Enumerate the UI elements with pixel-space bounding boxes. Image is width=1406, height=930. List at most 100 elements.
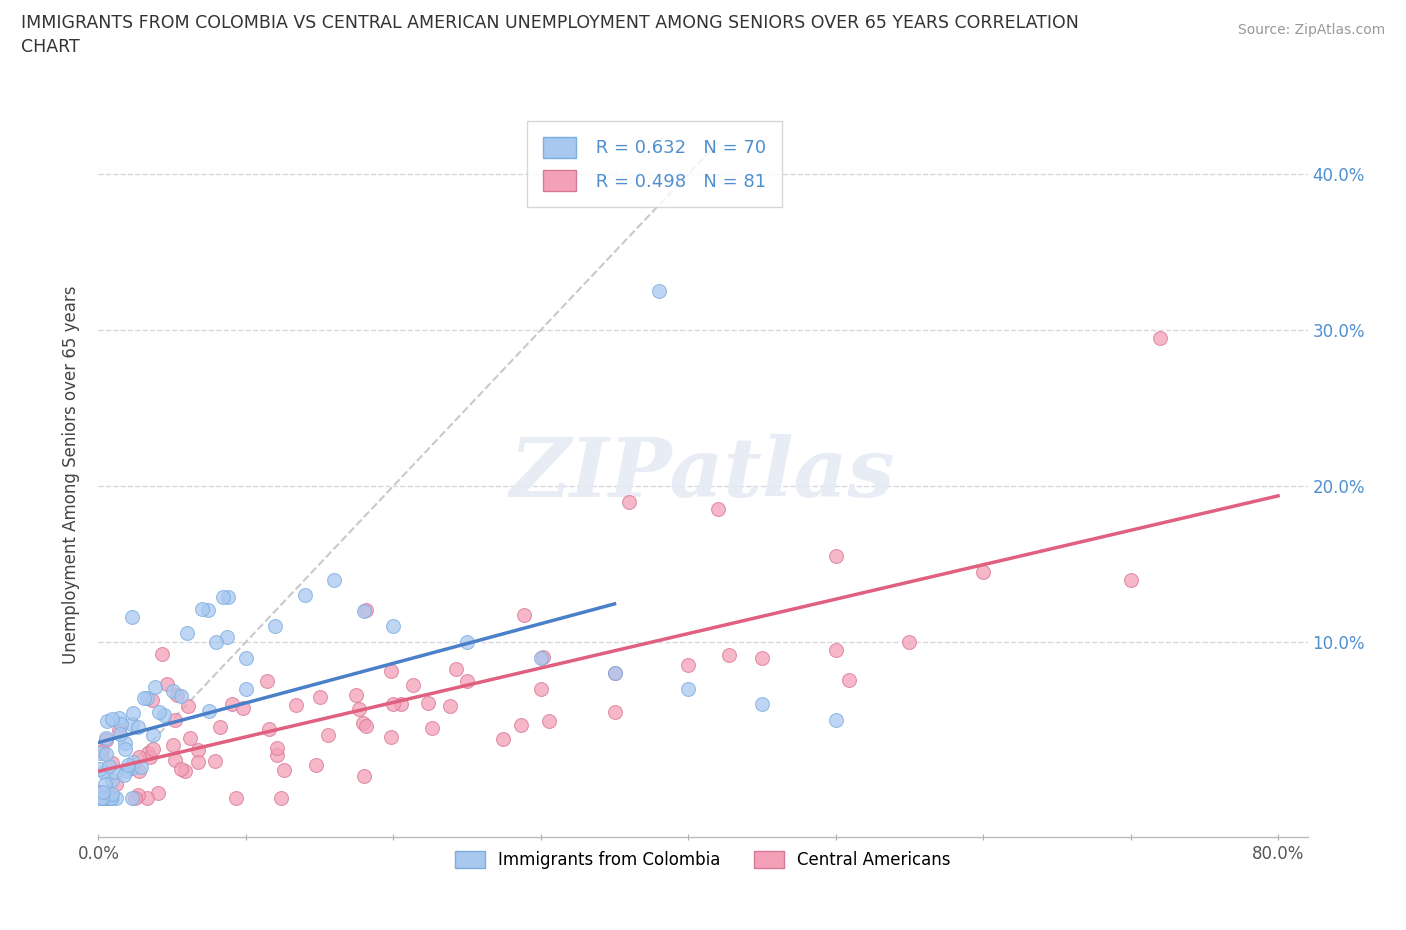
Point: [89, 762, 111, 777]
Point: [115, 764, 138, 778]
Point: [225, 790, 247, 805]
Point: [187, 743, 209, 758]
Point: [96, 714, 118, 729]
Point: [538, 713, 561, 728]
Point: [198, 704, 221, 719]
Point: [444, 661, 467, 676]
Point: [751, 697, 773, 711]
Point: [382, 619, 405, 634]
Point: [530, 650, 553, 665]
Point: [603, 666, 626, 681]
Point: [129, 760, 152, 775]
Point: [142, 741, 165, 756]
Point: [121, 609, 143, 624]
Point: [191, 602, 214, 617]
Point: [127, 788, 149, 803]
Point: [898, 634, 921, 649]
Point: [678, 682, 700, 697]
Point: [380, 730, 402, 745]
Point: [273, 763, 295, 777]
Point: [136, 746, 159, 761]
Point: [603, 705, 626, 720]
Point: [352, 716, 374, 731]
Point: [344, 687, 367, 702]
Point: [128, 764, 150, 778]
Point: [353, 768, 375, 783]
Y-axis label: Unemployment Among Seniors over 65 years: Unemployment Among Seniors over 65 years: [62, 286, 80, 663]
Point: [93, 764, 115, 779]
Point: [101, 773, 124, 788]
Point: [603, 666, 626, 681]
Point: [142, 727, 165, 742]
Point: [717, 647, 740, 662]
Point: [132, 690, 155, 705]
Point: [235, 682, 257, 697]
Point: [122, 754, 145, 769]
Point: [100, 755, 122, 770]
Point: [305, 758, 328, 773]
Point: [94, 732, 117, 747]
Point: [211, 590, 233, 604]
Point: [170, 762, 193, 777]
Point: [141, 692, 163, 707]
Point: [90, 744, 112, 759]
Point: [256, 674, 278, 689]
Point: [173, 764, 195, 778]
Point: [1119, 572, 1142, 587]
Point: [110, 716, 132, 731]
Point: [101, 711, 124, 726]
Point: [100, 790, 122, 805]
Point: [124, 790, 146, 805]
Point: [91, 785, 114, 800]
Point: [121, 761, 143, 776]
Point: [146, 786, 169, 801]
Point: [824, 549, 846, 564]
Point: [94, 730, 117, 745]
Point: [139, 750, 162, 764]
Point: [235, 650, 257, 665]
Text: ZIPatlas: ZIPatlas: [510, 434, 896, 514]
Point: [136, 691, 159, 706]
Point: [354, 719, 377, 734]
Point: [170, 689, 193, 704]
Point: [94, 747, 117, 762]
Point: [100, 790, 122, 805]
Point: [91, 790, 114, 805]
Point: [117, 758, 139, 773]
Point: [89, 790, 111, 805]
Point: [1149, 330, 1171, 345]
Point: [270, 790, 292, 805]
Point: [294, 588, 316, 603]
Point: [176, 625, 198, 640]
Point: [323, 572, 346, 587]
Point: [121, 717, 143, 732]
Point: [204, 753, 226, 768]
Point: [114, 741, 136, 756]
Point: [266, 740, 288, 755]
Point: [112, 767, 135, 782]
Point: [162, 737, 184, 752]
Point: [838, 672, 860, 687]
Point: [127, 720, 149, 735]
Point: [217, 590, 239, 604]
Point: [208, 720, 231, 735]
Point: [165, 712, 187, 727]
Point: [90, 790, 112, 805]
Point: [91, 790, 114, 805]
Point: [619, 494, 641, 509]
Point: [678, 658, 700, 672]
Point: [97, 790, 120, 805]
Point: [380, 664, 402, 679]
Point: [89, 785, 111, 800]
Point: [492, 731, 515, 746]
Point: [187, 754, 209, 769]
Point: [94, 777, 117, 791]
Point: [205, 634, 228, 649]
Point: [108, 711, 131, 725]
Legend: Immigrants from Colombia, Central Americans: Immigrants from Colombia, Central Americ…: [449, 844, 957, 876]
Point: [179, 730, 201, 745]
Point: [509, 718, 531, 733]
Point: [122, 706, 145, 721]
Point: [166, 687, 188, 702]
Point: [308, 689, 330, 704]
